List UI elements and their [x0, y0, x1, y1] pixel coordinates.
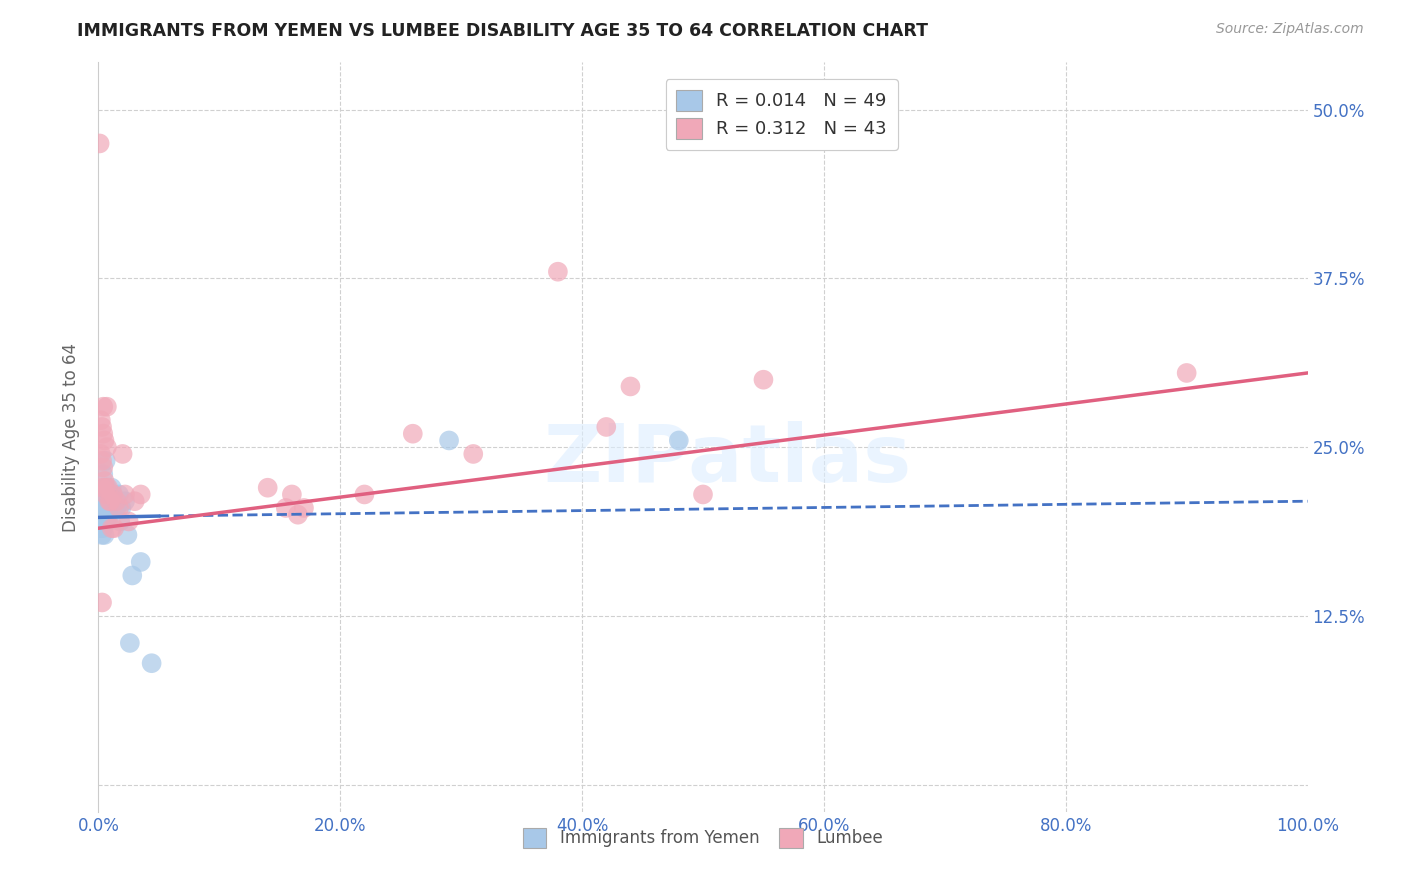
Text: Source: ZipAtlas.com: Source: ZipAtlas.com [1216, 22, 1364, 37]
Point [89, 521, 111, 535]
Point [93, 515, 115, 529]
Point [91, 426, 114, 441]
Point [91, 420, 114, 434]
Point [619, 379, 641, 393]
Point [100, 481, 122, 495]
Point [91, 460, 114, 475]
Point [94, 453, 117, 467]
Point [91, 481, 114, 495]
Point [287, 508, 309, 522]
Point [93, 474, 115, 488]
Point [91, 515, 114, 529]
Point [91, 453, 114, 467]
Point [108, 487, 131, 501]
Point [93, 434, 115, 448]
Point [256, 481, 278, 495]
Point [402, 426, 425, 441]
Point [118, 515, 141, 529]
Point [90, 500, 112, 515]
Point [91, 487, 114, 501]
Point [94, 515, 117, 529]
Point [100, 494, 122, 508]
Point [89, 500, 111, 515]
Point [752, 373, 775, 387]
Point [94, 500, 117, 515]
Point [692, 487, 714, 501]
Point [118, 636, 141, 650]
Point [292, 500, 315, 515]
Point [114, 487, 136, 501]
Point [547, 265, 569, 279]
Point [90, 515, 112, 529]
Point [111, 447, 134, 461]
Point [129, 487, 152, 501]
Point [141, 657, 163, 671]
Point [97, 494, 120, 508]
Point [96, 400, 118, 414]
Point [437, 434, 460, 448]
Point [117, 528, 139, 542]
Point [281, 487, 304, 501]
Point [91, 515, 114, 529]
Point [114, 494, 136, 508]
Point [89, 508, 111, 522]
Point [96, 481, 118, 495]
Point [100, 487, 122, 501]
Point [90, 413, 112, 427]
Point [97, 515, 120, 529]
Point [98, 500, 121, 515]
Point [96, 508, 118, 522]
Point [91, 494, 114, 508]
Point [121, 568, 143, 582]
Point [89, 515, 111, 529]
Point [98, 494, 121, 508]
Point [90, 447, 112, 461]
Point [91, 508, 114, 522]
Y-axis label: Disability Age 35 to 64: Disability Age 35 to 64 [62, 343, 80, 532]
Point [129, 555, 152, 569]
Point [90, 515, 112, 529]
Point [93, 481, 115, 495]
Point [1175, 366, 1198, 380]
Point [595, 420, 617, 434]
Point [91, 521, 114, 535]
Point [91, 500, 114, 515]
Point [101, 487, 124, 501]
Point [353, 487, 375, 501]
Point [668, 434, 690, 448]
Point [97, 481, 120, 495]
Point [274, 500, 297, 515]
Point [89, 515, 111, 529]
Text: IMMIGRANTS FROM YEMEN VS LUMBEE DISABILITY AGE 35 TO 64 CORRELATION CHART: IMMIGRANTS FROM YEMEN VS LUMBEE DISABILI… [77, 22, 928, 40]
Point [96, 440, 118, 454]
Point [93, 528, 115, 542]
Point [90, 508, 112, 522]
Point [100, 521, 122, 535]
Point [91, 467, 114, 482]
Point [91, 508, 114, 522]
Point [110, 500, 132, 515]
Point [103, 521, 125, 535]
Point [463, 447, 485, 461]
Point [101, 487, 124, 501]
Point [94, 481, 117, 495]
Point [124, 494, 146, 508]
Point [103, 494, 125, 508]
Legend: Immigrants from Yemen, Lumbee: Immigrants from Yemen, Lumbee [515, 820, 891, 855]
Point [105, 494, 128, 508]
Point [91, 595, 114, 609]
Point [108, 500, 131, 515]
Text: ZIPatlas: ZIPatlas [543, 420, 911, 499]
Point [108, 515, 131, 529]
Point [90, 521, 112, 535]
Point [91, 528, 114, 542]
Point [89, 508, 111, 522]
Point [105, 500, 128, 515]
Point [89, 136, 111, 151]
Point [90, 494, 112, 508]
Point [91, 400, 114, 414]
Point [94, 487, 117, 501]
